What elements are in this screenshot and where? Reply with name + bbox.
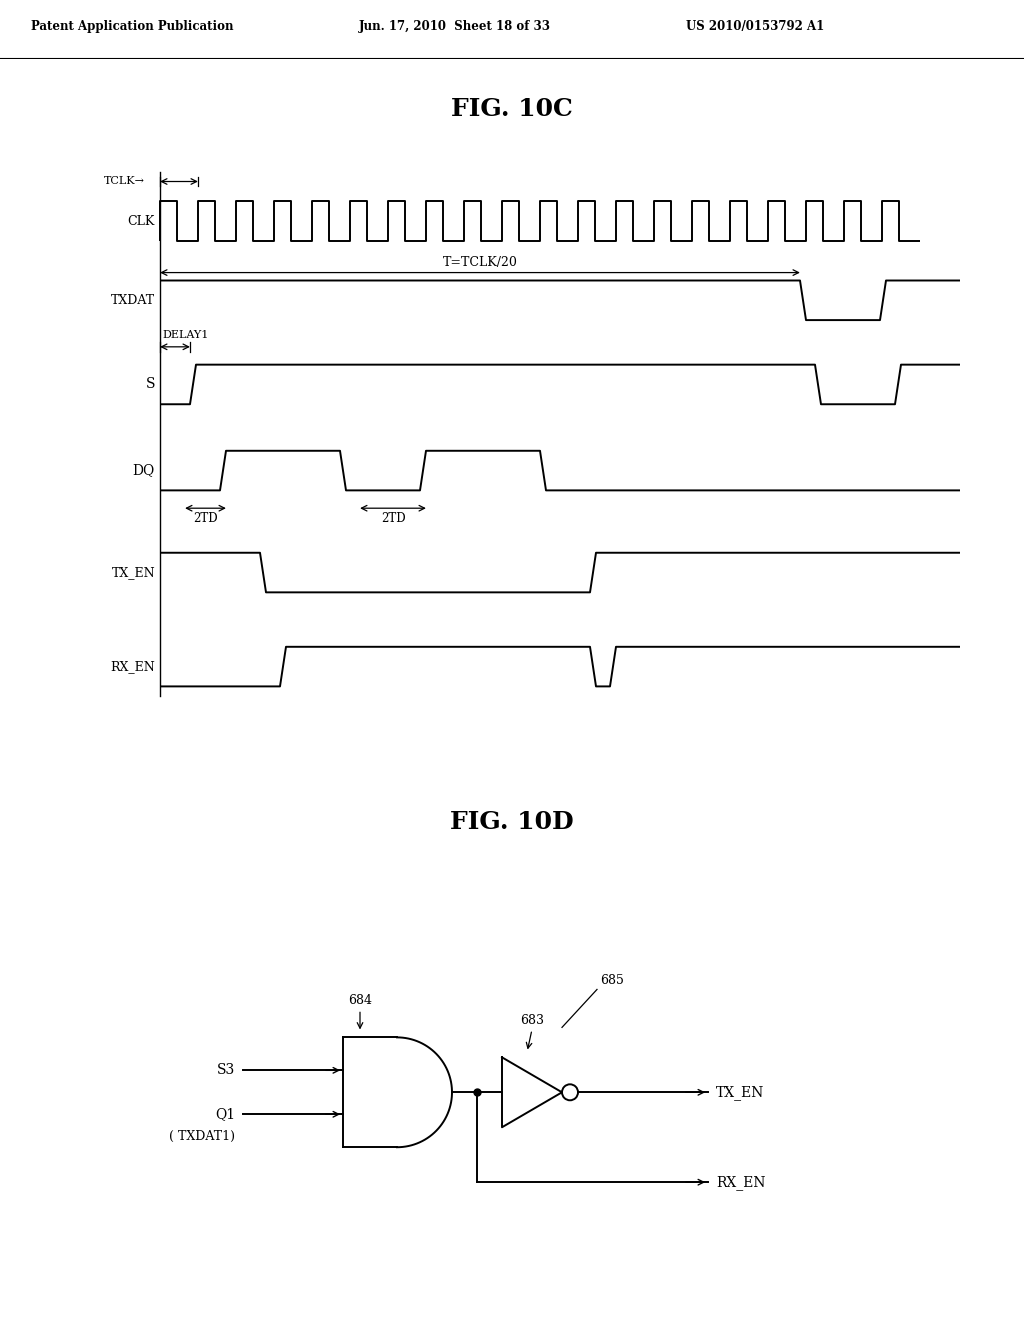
Text: 2TD: 2TD [381,512,406,525]
Text: 683: 683 [520,1014,544,1027]
Text: TX_EN: TX_EN [112,566,155,579]
Text: ( TXDAT1): ( TXDAT1) [169,1130,234,1143]
Text: 684: 684 [348,994,372,1007]
Text: 2TD: 2TD [193,512,217,525]
Text: Jun. 17, 2010  Sheet 18 of 33: Jun. 17, 2010 Sheet 18 of 33 [358,20,551,33]
Text: FIG. 10C: FIG. 10C [451,96,573,121]
Text: DQ: DQ [133,463,155,478]
Text: S3: S3 [217,1064,234,1077]
Text: TXDAT: TXDAT [111,294,155,306]
Text: TX_EN: TX_EN [716,1085,764,1100]
Text: Patent Application Publication: Patent Application Publication [31,20,233,33]
Text: T=TCLK/20: T=TCLK/20 [442,256,517,268]
Text: RX_EN: RX_EN [111,660,155,673]
Text: US 2010/0153792 A1: US 2010/0153792 A1 [686,20,824,33]
Text: 685: 685 [600,974,624,987]
Text: TCLK→: TCLK→ [104,177,145,186]
Text: RX_EN: RX_EN [716,1175,766,1189]
Text: Q1: Q1 [215,1107,234,1121]
Text: S: S [145,378,155,392]
Text: CLK: CLK [128,215,155,227]
Text: FIG. 10D: FIG. 10D [451,809,573,834]
Text: DELAY1: DELAY1 [162,330,208,339]
